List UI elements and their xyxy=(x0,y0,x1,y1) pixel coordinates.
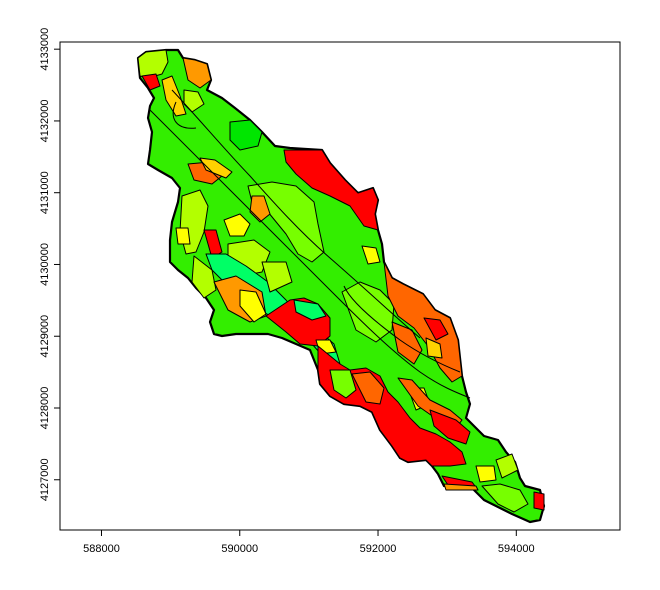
region-lightgreen-tail xyxy=(481,483,529,513)
river-line-inner xyxy=(343,285,461,373)
river-lines xyxy=(149,89,471,399)
y-tick-label: 4128000 xyxy=(39,387,51,430)
region-yellowgreen-spot xyxy=(261,261,293,293)
y-tick-label: 4133000 xyxy=(39,28,51,71)
region-orange-south xyxy=(351,371,385,405)
river-line-west xyxy=(149,109,471,399)
region-yellowgreen-south-west xyxy=(191,255,217,299)
region-yellow-west-south xyxy=(239,289,267,323)
x-tick-label: 588000 xyxy=(83,543,120,555)
river-line-loop xyxy=(172,101,197,129)
region-yellow-west xyxy=(175,227,191,245)
region-yellow-center xyxy=(223,213,251,237)
map-regions xyxy=(136,48,546,524)
region-red-northeast xyxy=(283,149,379,231)
x-tick-label: 594000 xyxy=(498,543,535,555)
region-orange-tail-line xyxy=(443,483,479,491)
region-orange-south-band xyxy=(397,377,463,429)
region-lightgreen-south xyxy=(329,369,357,399)
region-gold-band xyxy=(199,157,233,179)
x-tick-label: 592000 xyxy=(360,543,397,555)
region-red-tail-edge xyxy=(533,491,545,511)
region-yellow-tail xyxy=(475,465,497,483)
x-tick-label: 590000 xyxy=(221,543,258,555)
y-tick-label: 4131000 xyxy=(39,171,51,214)
region-lightgreen-east xyxy=(341,281,395,343)
y-tick-label: 4127000 xyxy=(39,458,51,501)
region-orange-tip xyxy=(182,57,212,89)
region-yellowgreen-tail xyxy=(495,453,519,479)
region-gold-east xyxy=(425,337,443,359)
region-red-east-pocket xyxy=(423,317,449,341)
region-tealgreen-small xyxy=(293,299,327,321)
river-line-east xyxy=(171,89,421,339)
region-gold-tip xyxy=(161,75,187,117)
region-green-upper xyxy=(229,119,263,151)
y-tick-label: 4129000 xyxy=(39,315,51,358)
region-yellowgreen-north xyxy=(183,89,205,113)
region-orange-east xyxy=(383,261,463,383)
x-axis: 588000 590000 592000 594000 xyxy=(83,529,535,555)
y-tick-label: 4130000 xyxy=(39,243,51,286)
region-yellow-mid xyxy=(361,245,381,265)
region-red-south-band xyxy=(429,409,471,445)
y-tick-label: 4132000 xyxy=(39,100,51,143)
region-red-tip xyxy=(141,73,161,91)
region-red-center xyxy=(203,229,223,259)
region-yellowgreen-tip xyxy=(137,49,169,79)
y-axis: 4127000 4128000 4129000 4130000 4131000 41320… xyxy=(39,28,61,501)
